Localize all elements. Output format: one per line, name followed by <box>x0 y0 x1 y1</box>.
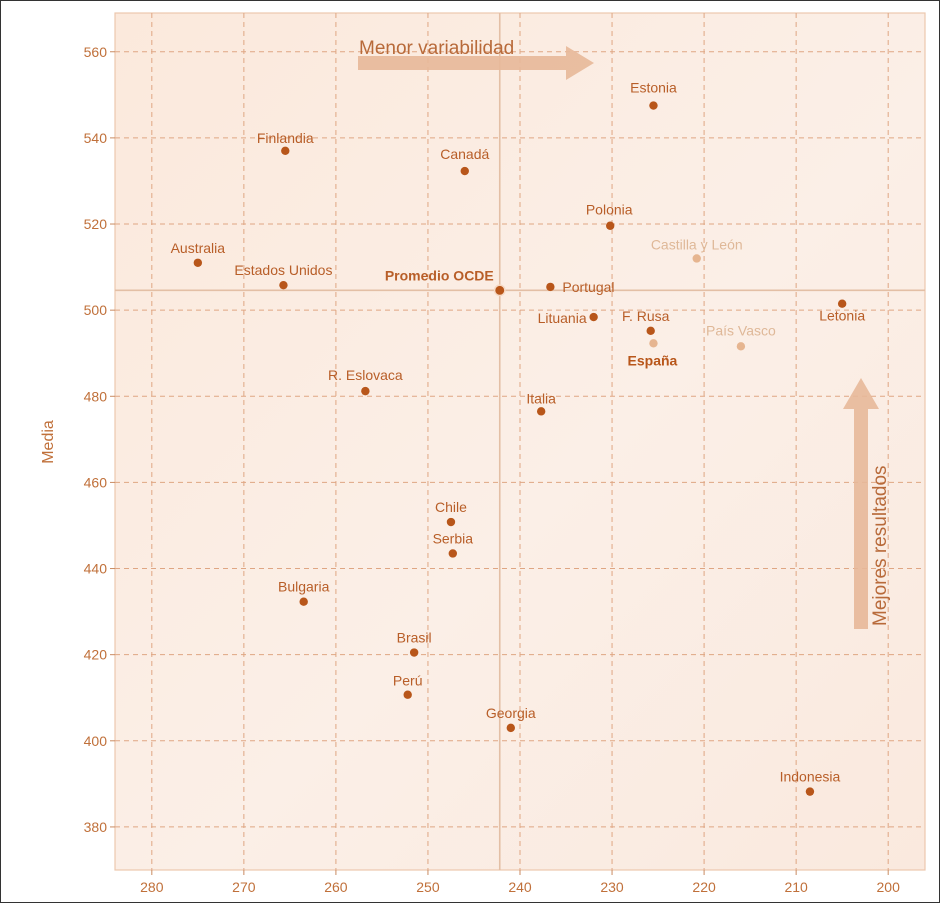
point-label-portugal: Portugal <box>562 279 614 295</box>
y-axis-label: Media <box>40 420 57 464</box>
grid-lines <box>115 13 925 870</box>
point-label-serbia: Serbia <box>433 530 474 546</box>
y-tick-label: 460 <box>84 474 108 490</box>
point-label-georgia: Georgia <box>486 705 536 721</box>
x-tick-label: 250 <box>416 879 440 895</box>
point-label-canada: Canadá <box>440 146 489 162</box>
menor-variabilidad-annotation: Menor variabilidad <box>359 38 514 59</box>
point-label-pais-vasco: País Vasco <box>706 322 776 338</box>
point-letonia <box>837 299 847 308</box>
point-label-promedio-ocde: Promedio OCDE <box>385 267 494 283</box>
point-finlandia <box>281 146 290 156</box>
point-label-bulgaria: Bulgaria <box>278 579 330 595</box>
point-castilla-y-leon <box>692 254 701 263</box>
point-serbia <box>448 549 458 558</box>
point-indonesia <box>805 787 815 796</box>
x-tick-label: 270 <box>232 879 256 895</box>
point-australia <box>193 258 203 267</box>
y-tick-label: 380 <box>84 819 108 835</box>
point-f-rusa <box>646 326 655 336</box>
point-italia <box>536 407 546 416</box>
x-tick-label: 230 <box>600 879 624 895</box>
x-tick-label: 260 <box>324 879 348 895</box>
point-bulgaria <box>299 597 308 606</box>
y-tick-label: 420 <box>84 647 108 663</box>
y-tick-label: 480 <box>84 388 108 404</box>
point-label-indonesia: Indonesia <box>780 769 841 785</box>
point-label-espana: España <box>628 352 678 368</box>
point-r-eslovaca <box>361 386 370 396</box>
point-polonia <box>606 221 615 230</box>
data-points <box>193 101 847 796</box>
point-label-finlandia: Finlandia <box>257 130 314 146</box>
y-tick-label: 520 <box>84 216 108 232</box>
point-pais-vasco <box>736 342 746 351</box>
point-estonia <box>649 101 658 110</box>
y-tick-label: 440 <box>84 561 108 577</box>
y-tick-label: 540 <box>84 130 108 146</box>
point-georgia <box>506 723 515 733</box>
point-espana <box>649 339 658 348</box>
point-label-estados-unidos: Estados Unidos <box>234 262 332 278</box>
point-label-australia: Australia <box>171 240 226 256</box>
point-label-r-eslovaca: R. Eslovaca <box>328 367 403 383</box>
point-label-polonia: Polonia <box>586 202 633 218</box>
x-tick-label: 240 <box>508 879 532 895</box>
point-label-chile: Chile <box>435 499 467 515</box>
y-tick-label: 400 <box>84 733 108 749</box>
point-label-castilla-y-leon: Castilla y León <box>651 236 743 252</box>
axis-ticks: 280 270 260 250 240 230 220 210 200 380 400 420 440 4… <box>84 44 900 895</box>
point-label-lituania: Lituania <box>538 310 587 326</box>
menor-variabilidad-arrow <box>358 46 594 80</box>
point-brasil <box>409 648 419 657</box>
point-label-peru: Perú <box>393 673 423 689</box>
x-tick-label: 210 <box>784 879 808 895</box>
y-tick-label: 500 <box>84 302 108 318</box>
x-tick-label: 200 <box>877 879 901 895</box>
x-tick-label: 220 <box>692 879 716 895</box>
point-label-estonia: Estonia <box>630 80 677 96</box>
point-promedio-ocde <box>493 284 506 297</box>
point-estados-unidos <box>279 280 288 290</box>
point-lituania <box>589 312 598 322</box>
point-label-letonia: Letonia <box>819 308 865 324</box>
y-tick-label: 560 <box>84 44 108 60</box>
mejores-resultados-arrow <box>843 378 879 629</box>
point-label-brasil: Brasil <box>397 630 432 646</box>
point-canada <box>460 166 469 176</box>
mejores-resultados-annotation: Mejores resultados <box>870 465 891 626</box>
point-portugal <box>546 282 555 292</box>
point-chile <box>446 517 456 527</box>
point-label-f-rusa: F. Rusa <box>622 308 670 324</box>
reference-lines <box>115 13 925 870</box>
point-peru <box>403 690 412 699</box>
point-label-italia: Italia <box>526 390 556 406</box>
x-tick-label: 280 <box>140 879 164 895</box>
point-labels: Estonia Finlandia Canadá Polonia Castilla y … <box>171 80 866 785</box>
